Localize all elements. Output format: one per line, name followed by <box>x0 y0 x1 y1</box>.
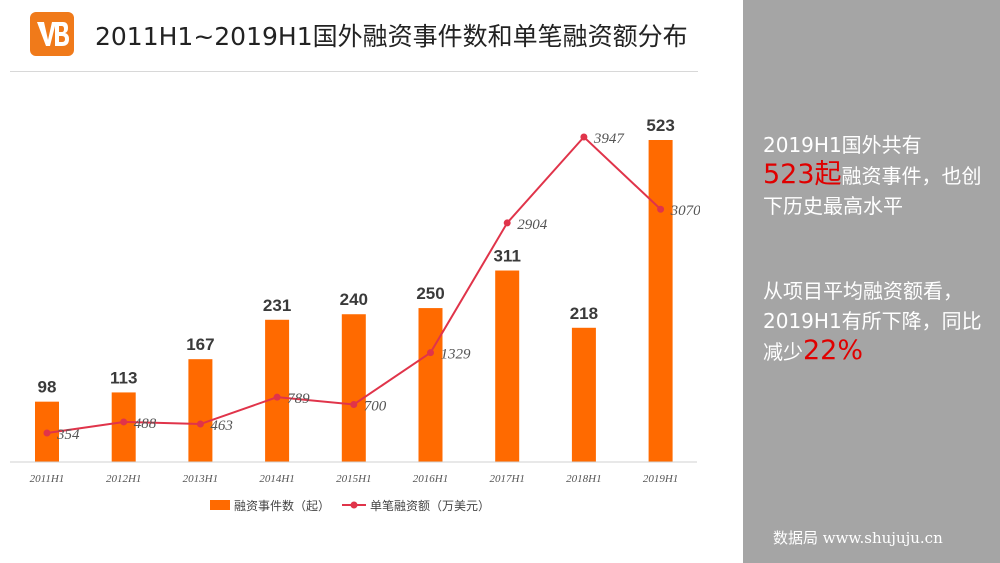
line-point-2016H1 <box>427 349 434 357</box>
bar-2012H1 <box>111 392 136 462</box>
bar-value-label: 523 <box>646 116 674 135</box>
legend-swatch-bar <box>210 500 230 510</box>
line-value-label: 488 <box>134 416 157 432</box>
bar-value-label: 113 <box>110 368 137 387</box>
summary-panel: 2019H1国外共有 523起融资事件，也创下历史最高水平 从项目平均融资额看，… <box>743 0 1000 563</box>
title-divider <box>10 71 698 72</box>
summary-text-1b: 融资事件，也创下历史最高水平 <box>763 164 982 218</box>
line-value-label: 463 <box>210 418 233 434</box>
line-point-2013H1 <box>196 420 204 428</box>
summary-text-2: 从项目平均融资额看，2019H1有所下降，同比减少 <box>763 279 982 364</box>
bar-value-label: 250 <box>416 284 444 303</box>
bar-2017H1 <box>495 270 520 462</box>
x-tick-label: 2011H1 <box>30 473 65 485</box>
line-value-label: 2904 <box>517 217 548 233</box>
x-tick-label: 2013H1 <box>183 473 218 485</box>
line-value-label: 3070 <box>670 203 700 219</box>
line-value-label: 3947 <box>593 131 626 147</box>
x-tick-label: 2012H1 <box>106 473 141 485</box>
bar-value-label: 231 <box>263 296 291 315</box>
line-value-label: 1329 <box>441 347 472 363</box>
legend-label-bar: 融资事件数（起） <box>234 498 330 513</box>
line-value-label: 354 <box>56 427 80 443</box>
bar-2013H1 <box>188 359 213 462</box>
line-point-2017H1 <box>503 219 511 227</box>
legend-label-line: 单笔融资额（万美元） <box>370 498 490 513</box>
x-tick-label: 2017H1 <box>489 473 524 485</box>
x-tick-label: 2016H1 <box>413 473 448 485</box>
bar-value-label: 311 <box>493 247 520 266</box>
summary-text-1a: 2019H1国外共有 <box>763 133 922 157</box>
x-tick-label: 2019H1 <box>643 473 678 485</box>
line-value-label: 700 <box>364 398 387 414</box>
line-point-2019H1 <box>657 205 665 213</box>
x-tick-label: 2014H1 <box>259 473 294 485</box>
summary-paragraph-2: 从项目平均融资额看，2019H1有所下降，同比减少22% <box>763 276 995 367</box>
bar-value-label: 167 <box>186 335 214 354</box>
x-tick-label: 2018H1 <box>566 473 601 485</box>
line-point-2015H1 <box>350 400 358 408</box>
vb-logo-icon <box>30 12 74 56</box>
bar-value-label: 218 <box>570 304 598 323</box>
line-value-label: 789 <box>287 391 310 407</box>
line-point-2018H1 <box>580 133 588 141</box>
bar-2014H1 <box>265 319 290 462</box>
line-point-2012H1 <box>120 418 128 426</box>
legend-marker-line <box>350 501 358 509</box>
line-point-2011H1 <box>43 429 51 437</box>
summary-paragraph-1: 2019H1国外共有 523起融资事件，也创下历史最高水平 <box>763 130 995 221</box>
bar-value-label: 240 <box>340 290 368 309</box>
bar-2019H1 <box>648 140 673 462</box>
page-title: 2011H1~2019H1国外融资事件数和单笔融资额分布 <box>95 22 688 51</box>
funding-chart: 98 113 167 231 240 250 311 218 523 2011H1 2012H1 2… <box>10 116 700 513</box>
highlight-523: 523起 <box>763 159 842 190</box>
bar-value-label: 98 <box>38 378 57 397</box>
watermark: 数据局 www.shujuju.cn <box>773 529 943 547</box>
bar-2018H1 <box>571 327 596 462</box>
line-point-2014H1 <box>273 393 281 401</box>
bar-2016H1 <box>418 308 443 462</box>
x-tick-label: 2015H1 <box>336 473 371 485</box>
bar-2015H1 <box>341 314 366 462</box>
highlight-22pct: 22% <box>803 335 864 366</box>
